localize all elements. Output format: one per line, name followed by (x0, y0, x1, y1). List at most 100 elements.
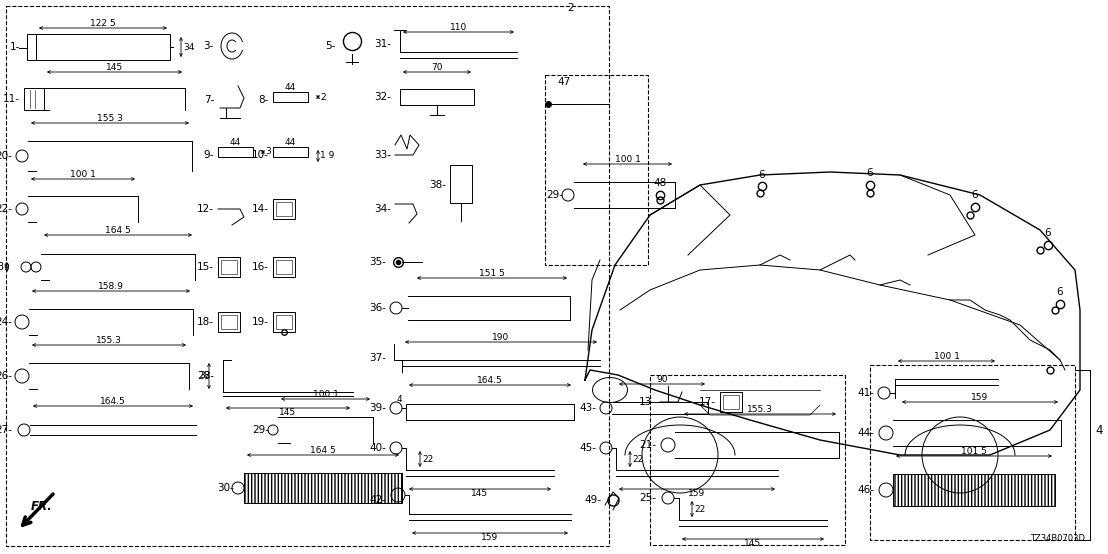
Text: 32-: 32- (375, 92, 391, 102)
Text: 44-: 44- (856, 428, 874, 438)
Bar (276, 260, 293, 274)
Text: 41-: 41- (856, 388, 874, 398)
Bar (870, 365, 1075, 540)
Text: 39-: 39- (369, 403, 386, 413)
Text: 145: 145 (279, 408, 297, 417)
Text: 29-: 29- (546, 190, 563, 200)
Text: 27-: 27- (0, 425, 12, 435)
Text: 2: 2 (320, 93, 326, 101)
Text: 18-: 18- (197, 317, 214, 327)
Text: 22: 22 (422, 454, 433, 464)
Text: 190: 190 (492, 333, 510, 342)
Text: 44: 44 (229, 138, 242, 147)
Text: 21-: 21- (639, 440, 656, 450)
Text: 145: 145 (471, 489, 489, 498)
Text: 5-: 5- (326, 41, 336, 51)
Text: 26-: 26- (0, 371, 12, 381)
Text: 8-: 8- (258, 95, 269, 105)
Text: 9-: 9- (204, 150, 214, 160)
Bar (893, 474, 1055, 506)
Text: 47: 47 (557, 77, 571, 87)
Text: 164.5: 164.5 (478, 376, 503, 385)
Text: 32: 32 (199, 372, 211, 381)
Text: 6: 6 (972, 190, 978, 200)
Text: 6: 6 (1045, 228, 1051, 238)
Text: 3: 3 (265, 147, 270, 156)
Text: 45-: 45- (579, 443, 596, 453)
Bar (720, 392, 742, 412)
Text: 145: 145 (745, 539, 761, 548)
Text: 164 5: 164 5 (105, 226, 131, 235)
Text: 110: 110 (450, 23, 468, 32)
Bar (276, 315, 293, 329)
Bar (273, 147, 308, 157)
Text: 23-: 23- (0, 262, 8, 272)
Text: 12-: 12- (197, 204, 214, 214)
Bar (893, 474, 1055, 506)
Text: 44: 44 (285, 138, 296, 147)
Text: 155 3: 155 3 (98, 114, 123, 123)
Text: 122 5: 122 5 (90, 19, 116, 28)
Bar (724, 395, 739, 409)
Text: 30-: 30- (217, 483, 234, 493)
Bar (450, 165, 472, 203)
Text: 100 1: 100 1 (615, 155, 640, 164)
Text: 38-: 38- (429, 180, 447, 190)
Text: 3-: 3- (204, 41, 214, 51)
Text: 14-: 14- (252, 204, 269, 214)
Text: 159: 159 (481, 533, 499, 542)
Text: 15-: 15- (197, 262, 214, 272)
Bar (218, 312, 240, 332)
Text: 159: 159 (688, 489, 706, 498)
Text: 6: 6 (759, 170, 766, 180)
Text: 35-: 35- (369, 257, 386, 267)
Text: 20-: 20- (0, 151, 12, 161)
Text: 10-: 10- (253, 150, 269, 160)
Text: 49-: 49- (584, 495, 601, 505)
Text: 16-: 16- (252, 262, 269, 272)
Bar (244, 473, 402, 503)
Text: 164 5: 164 5 (310, 446, 336, 455)
Text: 44: 44 (285, 83, 296, 92)
Bar (218, 147, 253, 157)
Bar (276, 202, 293, 216)
Bar (220, 260, 237, 274)
Text: 24-: 24- (0, 317, 12, 327)
Bar (6, 6, 609, 546)
Text: 22: 22 (632, 454, 644, 464)
Text: 46-: 46- (856, 485, 874, 495)
Text: 100 1: 100 1 (70, 170, 96, 179)
Bar (244, 473, 402, 503)
Text: 4: 4 (1095, 423, 1102, 437)
Bar (220, 315, 237, 329)
Text: 155.3: 155.3 (96, 336, 122, 345)
Bar (273, 199, 295, 219)
Text: 90: 90 (656, 375, 668, 384)
Text: 100 1: 100 1 (934, 352, 960, 361)
Bar (273, 257, 295, 277)
Text: 158.9: 158.9 (99, 282, 124, 291)
Bar (273, 92, 308, 102)
Text: 164.5: 164.5 (100, 397, 126, 406)
Text: 28-: 28- (197, 371, 214, 381)
Text: 7-: 7- (204, 95, 214, 105)
Text: 155.3: 155.3 (747, 405, 773, 414)
Text: 36-: 36- (369, 303, 386, 313)
Text: 48: 48 (654, 178, 667, 188)
Text: 100 1: 100 1 (312, 390, 338, 399)
Text: 1 9: 1 9 (320, 151, 335, 161)
Text: 2: 2 (567, 3, 574, 13)
Text: 31-: 31- (375, 39, 391, 49)
Text: 11-: 11- (3, 94, 20, 104)
Text: 34-: 34- (375, 204, 391, 214)
Text: 101 5: 101 5 (961, 447, 987, 456)
Text: FR.: FR. (31, 500, 53, 514)
Text: 17-: 17- (699, 397, 716, 407)
Text: 22: 22 (694, 505, 706, 514)
Text: 42-: 42- (369, 495, 386, 505)
Bar (650, 375, 845, 545)
Text: 6: 6 (866, 168, 873, 178)
Text: 22-: 22- (0, 204, 12, 214)
Text: 19-: 19- (252, 317, 269, 327)
Text: 4: 4 (397, 395, 402, 404)
